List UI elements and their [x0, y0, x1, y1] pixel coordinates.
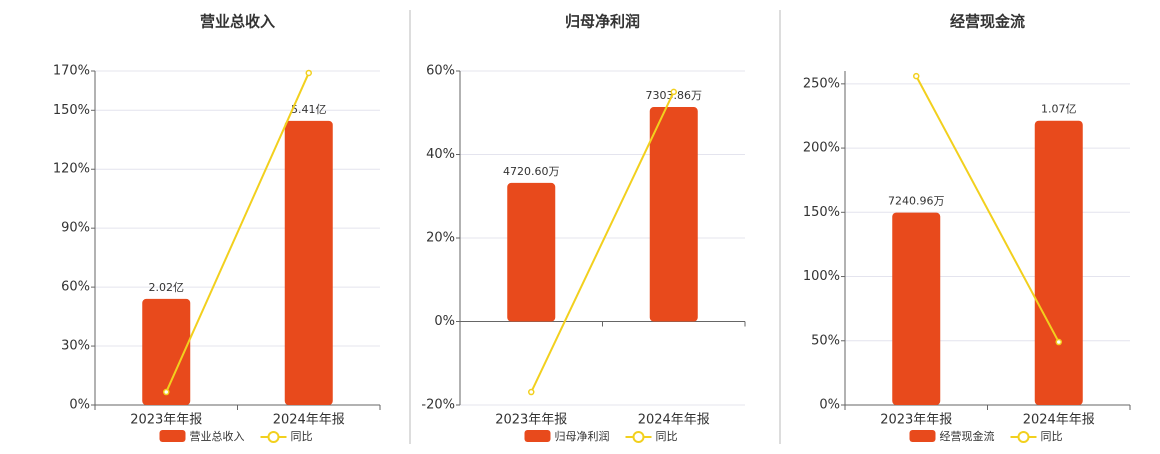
y-tick-label: 120% — [53, 162, 90, 177]
line-point — [1055, 338, 1062, 346]
legend-swatch — [267, 431, 280, 443]
bar — [1034, 120, 1083, 406]
y-tick-label: -20% — [421, 398, 455, 413]
y-tick-label: 150% — [803, 205, 840, 220]
y-tick-label: 60% — [61, 280, 90, 295]
line — [530, 91, 675, 393]
bar — [892, 212, 941, 405]
bar — [142, 298, 191, 405]
data-label: 7240.96万 — [888, 195, 945, 208]
legend-swatch — [1017, 431, 1030, 443]
y-tick-label: 150% — [53, 103, 90, 118]
data-label: 2.02亿 — [149, 281, 185, 294]
line — [915, 75, 1060, 343]
legend-label: 同比 — [291, 430, 313, 443]
bar — [284, 120, 333, 405]
chart-title: 营业总收入 — [200, 13, 275, 31]
y-tick-label: 40% — [426, 147, 455, 162]
legend-swatch — [632, 431, 645, 443]
line-point — [163, 388, 170, 396]
legend-label: 归母净利润 — [555, 429, 610, 443]
y-tick-label: 90% — [61, 221, 90, 236]
chart-title: 经营现金流 — [950, 13, 1025, 31]
legend-label: 同比 — [656, 430, 678, 443]
y-tick-label: 60% — [426, 64, 455, 79]
x-tick-label: 2023年年报 — [130, 413, 202, 428]
x-tick-label: 2024年年报 — [638, 413, 710, 428]
data-label: 5.41亿 — [291, 103, 327, 116]
legend-label: 同比 — [1041, 430, 1063, 443]
y-tick-label: 0% — [434, 314, 455, 329]
x-tick-label: 2024年年报 — [1023, 413, 1095, 428]
legend-label: 营业总收入 — [190, 429, 245, 443]
x-tick-label: 2023年年报 — [495, 413, 567, 428]
line-point — [305, 69, 312, 77]
chart-title: 归母净利润 — [565, 13, 640, 31]
y-tick-label: 250% — [803, 76, 840, 91]
line-point — [528, 388, 535, 396]
legend-swatch — [909, 430, 936, 442]
legend-swatch — [159, 430, 186, 442]
data-label: 4720.60万 — [503, 165, 560, 178]
x-tick-label: 2023年年报 — [880, 413, 952, 428]
line — [165, 72, 310, 393]
line-point — [670, 88, 677, 96]
data-label: 1.07亿 — [1041, 103, 1077, 116]
y-tick-label: 100% — [803, 269, 840, 284]
y-tick-label: 200% — [803, 141, 840, 156]
y-tick-label: 30% — [61, 339, 90, 354]
line-point — [913, 72, 920, 80]
x-tick-label: 2024年年报 — [273, 413, 345, 428]
y-tick-label: 20% — [426, 231, 455, 246]
legend-label: 经营现金流 — [940, 429, 995, 443]
y-tick-label: 0% — [69, 398, 90, 413]
bar — [507, 182, 556, 322]
y-tick-label: 50% — [811, 333, 840, 348]
y-tick-label: 0% — [819, 398, 840, 413]
y-tick-label: 170% — [53, 64, 90, 79]
data-label: 7303.86万 — [646, 89, 703, 102]
legend-swatch — [524, 430, 551, 442]
bar — [649, 107, 698, 322]
